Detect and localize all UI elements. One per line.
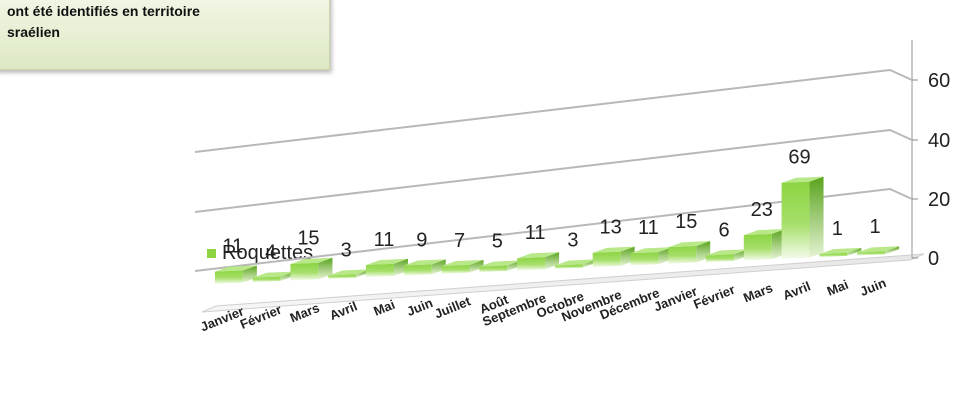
y-tick-label: 0 [928, 248, 939, 270]
x-tick-label: Février [691, 282, 737, 312]
data-label: 3 [341, 239, 352, 261]
bar [592, 246, 635, 268]
data-label: 11 [525, 222, 546, 244]
data-label: 1 [870, 216, 881, 238]
bar [479, 260, 522, 273]
x-tick-label: Mai [825, 277, 851, 299]
bar [366, 258, 408, 278]
chart-title-line-2: sraélien [7, 24, 60, 40]
bar [554, 259, 597, 269]
bar [441, 259, 484, 274]
data-label: 3 [567, 229, 578, 251]
data-label: 4 [265, 241, 276, 263]
x-tick-label: Juin [404, 295, 434, 319]
bar [668, 241, 711, 264]
bar [781, 176, 824, 259]
bar [252, 271, 295, 283]
x-tick-label: Juillet [432, 293, 473, 321]
data-label: 6 [718, 219, 729, 241]
y-tick-label: 20 [928, 189, 950, 211]
bar [517, 252, 560, 271]
bar [403, 259, 446, 276]
chart-floor [201, 253, 925, 313]
bar [857, 246, 900, 256]
x-tick-label: Juin [858, 275, 888, 299]
bar [214, 265, 257, 284]
data-label: 7 [454, 230, 465, 252]
bar [328, 269, 371, 279]
data-label: 5 [492, 230, 503, 252]
data-label: 15 [297, 228, 319, 250]
x-tick-label: Mai [371, 297, 397, 319]
bar [743, 228, 786, 261]
bar [630, 247, 673, 266]
gridline [194, 68, 913, 153]
gridline [194, 128, 913, 213]
chart-walls: 0 20 40 60 [194, 40, 950, 313]
bar [706, 249, 748, 263]
data-label: 11 [223, 235, 244, 257]
legend-label: Roquettes [222, 242, 314, 264]
bar [290, 257, 333, 281]
legend-swatch [207, 249, 216, 258]
data-label: 11 [374, 229, 395, 251]
bar [819, 247, 862, 258]
data-label: 69 [788, 147, 810, 169]
data-label: 23 [751, 199, 773, 221]
y-tick-label: 40 [928, 130, 950, 152]
chart-title-box: ont été identifiés en territoire sraélie… [0, 0, 330, 70]
y-tick-label: 60 [928, 70, 950, 92]
x-tick-label: Mars [741, 280, 775, 305]
x-tick-label: Avril [781, 278, 813, 303]
data-label: 1 [832, 218, 843, 240]
gridline [194, 187, 913, 272]
chart-legend: Roquettes [207, 242, 313, 265]
bars: 11Janvier4Février15Mars3Avril11Mai9Juin7… [198, 147, 900, 334]
chart-title-line-1: ont été identifiés en territoire [7, 3, 200, 19]
data-label: 15 [675, 211, 697, 233]
data-label: 13 [600, 217, 622, 239]
data-label: 9 [416, 229, 427, 251]
data-label: 11 [638, 217, 659, 239]
